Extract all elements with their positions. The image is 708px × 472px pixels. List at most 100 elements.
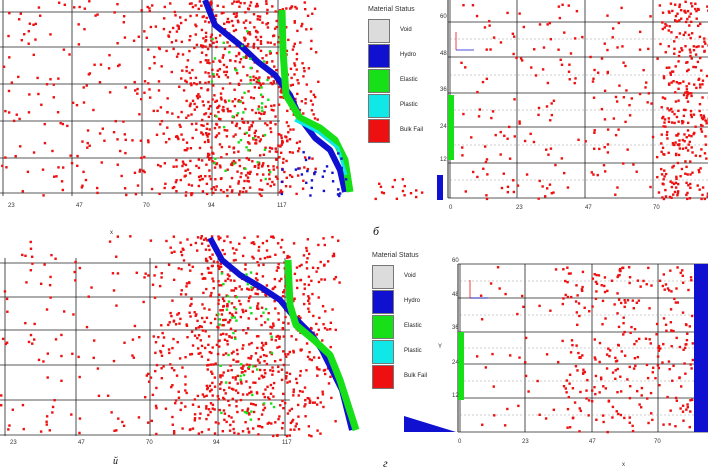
fail-particle [201,177,204,181]
fail-particle [638,30,642,34]
fail-particle [293,20,296,23]
panel-b: 60 48 36 24 12 0 23 47 70 [360,0,708,215]
fail-particle [223,252,226,256]
fail-particle [211,98,214,101]
fail-particle [77,43,81,46]
fail-particle [69,154,72,157]
fail-particle [17,75,20,79]
fail-particle [669,2,673,5]
fail-particle [211,346,214,349]
fail-particle [302,66,306,70]
fail-particle [216,395,220,398]
fail-particle [219,166,222,169]
fail-particle [616,275,619,279]
fail-particle [308,358,311,361]
fail-particle [256,31,259,34]
fail-particle [217,238,221,241]
fail-particle [283,267,287,270]
fail-particle [312,356,316,359]
fail-particle [699,123,703,127]
fail-particle [241,308,244,312]
panel-b-xtick-4: 70 [653,205,660,211]
elastic-particle [249,306,252,309]
fail-particle [210,388,213,391]
fail-particle [635,170,638,173]
fail-particle [164,182,167,186]
fail-particle [208,350,211,354]
legend-label: Plastic [400,102,418,108]
fail-particle [108,54,111,57]
fail-particle [656,364,660,367]
fail-particle [179,21,183,25]
fail-particle [218,34,222,37]
elastic-particle [213,162,216,165]
fail-particle [615,100,619,103]
fail-particle [232,289,235,292]
fail-particle [690,115,693,119]
fail-particle [149,96,152,99]
fail-particle [287,124,290,128]
fail-particle [660,173,664,176]
fail-particle [200,86,203,90]
fail-particle [220,98,223,101]
elastic-particle [222,125,226,129]
panel-d: 60 48 36 24 12 Y 0 23 47 70 x [360,236,708,472]
fail-particle [690,367,693,370]
fail-particle [210,39,213,42]
elastic-particle [252,136,255,140]
fail-particle [690,57,693,60]
fail-particle [618,267,622,271]
fail-particle [691,151,694,154]
fail-particle [207,413,210,417]
fail-particle [244,107,247,111]
fail-particle [147,82,150,85]
fail-particle [195,105,199,109]
fail-particle [310,27,313,31]
fail-particle [221,87,225,90]
fail-particle [666,130,669,134]
fail-particle [235,348,239,352]
fail-particle [313,7,317,10]
fail-particle [483,145,487,148]
fail-particle [162,132,165,135]
fail-particle [607,347,610,350]
fail-particle [198,146,202,150]
elastic-particle [270,335,273,338]
fail-particle [683,10,686,13]
fail-particle [136,87,139,91]
elastic-particle [257,79,261,82]
fail-particle [681,269,684,272]
fail-particle [256,288,259,291]
fail-particle [54,257,57,260]
fail-particle [222,54,225,57]
fail-particle [227,20,231,24]
fail-particle [19,12,23,15]
fail-particle [248,296,251,300]
fail-particle [5,341,9,344]
fail-particle [614,356,617,360]
fail-particle [329,321,333,324]
fail-particle [681,404,685,407]
panel-a-xtick-5: 117 [277,203,287,209]
fail-particle [685,96,688,100]
fail-particle [217,299,220,302]
fail-particle [246,327,250,330]
fail-particle [668,367,671,371]
hydro-block [437,175,443,200]
fail-particle [184,169,187,172]
fail-particle [329,375,332,379]
fail-particle [115,304,118,307]
fail-particle [538,413,541,417]
fail-particle [545,105,549,108]
fail-particle [602,420,605,424]
fail-particle [626,148,629,151]
fail-particle [208,248,211,252]
elastic-column [458,332,464,400]
fail-particle [195,82,198,86]
fail-particle [186,59,190,62]
fail-particle [701,124,704,128]
fail-particle [696,184,699,187]
fail-particle [252,241,255,244]
fail-particle [213,94,216,97]
fail-particle [142,169,145,172]
